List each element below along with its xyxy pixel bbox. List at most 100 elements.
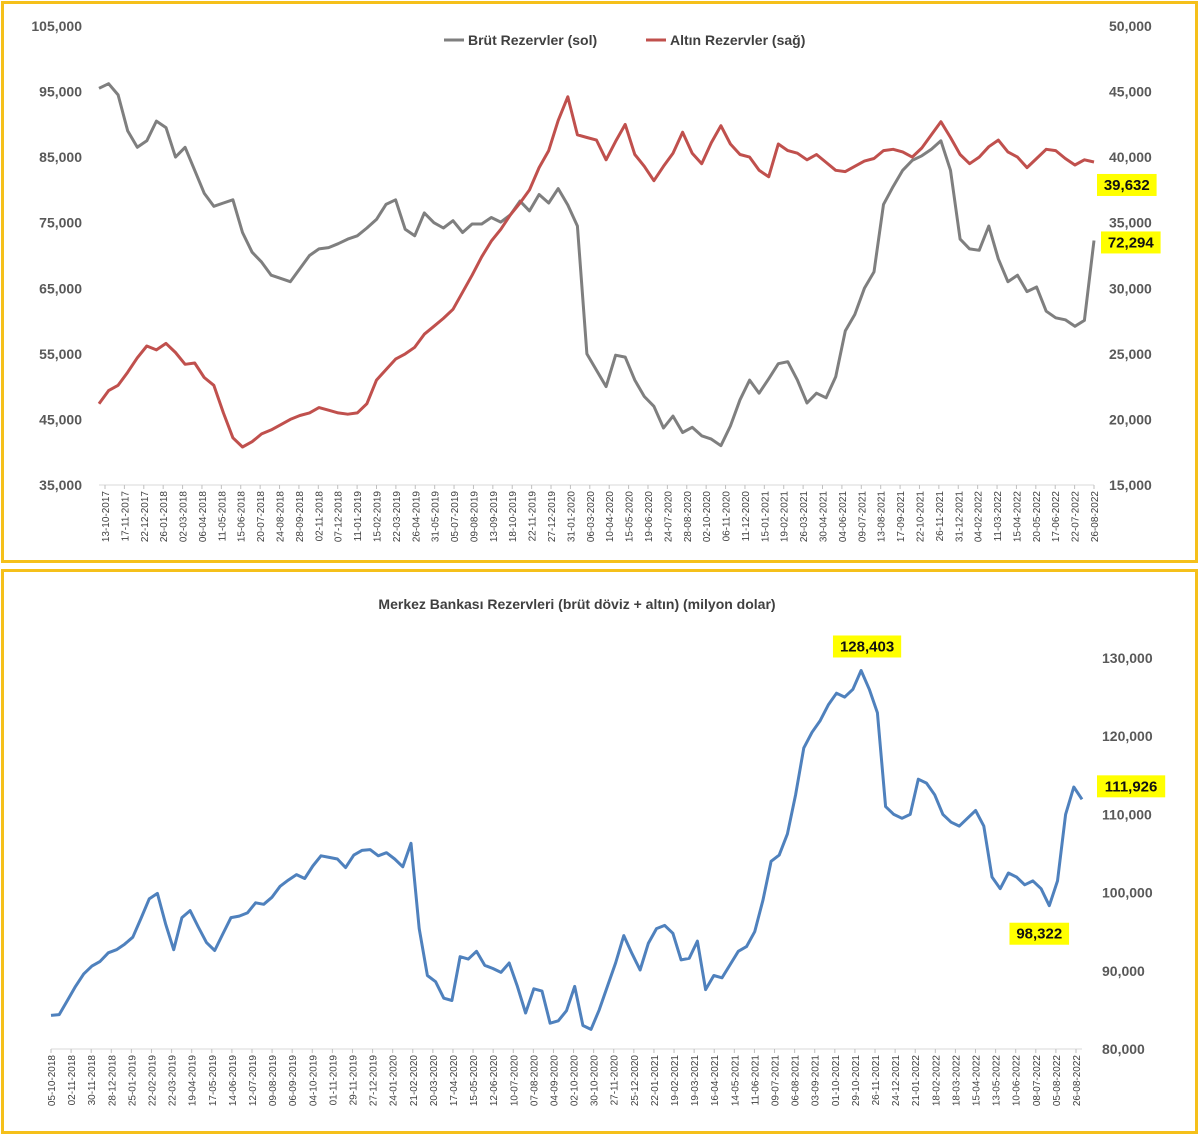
callout-gross-last-bg — [1101, 231, 1161, 254]
x-tick-label: 02-10-2020 — [570, 1055, 581, 1107]
callout-gold-last-text: 39,632 — [1104, 177, 1150, 194]
x-tick-label: 17-11-2017 — [120, 491, 131, 542]
callout-max: 128,403 — [832, 635, 902, 658]
x-tick-label: 17-06-2022 — [1051, 491, 1062, 543]
x-tick-label: 15-02-2019 — [372, 491, 383, 543]
left-y-axis: 105,000 95,000 85,000 75,000 65,000 55,000 45,… — [31, 18, 82, 493]
x-tick-label: 19-06-2020 — [644, 491, 655, 543]
x-tick-label: 30-11-2018 — [87, 1055, 98, 1106]
x-tick-label: 29-10-2021 — [851, 1055, 862, 1107]
x-tick-label: 26-04-2019 — [411, 491, 422, 543]
x-tick-label: 24-01-2020 — [389, 1055, 400, 1107]
x-tick-label: 30-04-2021 — [819, 491, 830, 543]
right-y-tick: 35,000 — [1109, 215, 1152, 231]
x-tick-label: 17-09-2021 — [896, 491, 907, 543]
x-tick-label: 20-05-2022 — [1032, 491, 1043, 543]
x-tick-label: 16-04-2021 — [710, 1055, 721, 1107]
right-y-tick: 50,000 — [1109, 18, 1152, 34]
y-tick: 110,000 — [1102, 806, 1152, 822]
x-axis: 13-10-2017 17-11-2017 22-12-2017 26-01-2018… — [99, 484, 1101, 543]
x-tick-label: 07-08-2020 — [529, 1055, 540, 1107]
x-tick-label: 01-11-2019 — [328, 1055, 339, 1106]
y-tick: 130,000 — [1102, 650, 1153, 666]
x-tick-label: 14-05-2021 — [730, 1055, 741, 1107]
x-tick-label: 17-05-2019 — [208, 1055, 219, 1107]
x-tick-label: 24-07-2020 — [663, 491, 674, 543]
x-tick-label: 18-10-2019 — [508, 491, 519, 543]
x-tick-label: 26-11-2021 — [871, 1055, 882, 1106]
callout-last: 111,926 — [1097, 775, 1166, 798]
callout-gold-last: 39,632 — [1097, 173, 1157, 196]
x-tick-label: 13-08-2021 — [877, 491, 888, 543]
x-tick-label: 05-07-2019 — [450, 491, 461, 543]
right-y-tick: 15,000 — [1109, 477, 1152, 493]
x-tick-label: 01-10-2021 — [831, 1055, 842, 1107]
x-tick-label: 11-05-2018 — [217, 491, 228, 542]
x-tick-label: 15-04-2022 — [972, 1055, 983, 1107]
x-tick-label: 22-03-2019 — [168, 1055, 179, 1107]
x-tick-label: 12-07-2019 — [248, 1055, 259, 1107]
series-line-total — [50, 669, 1084, 1031]
series-line-gold — [97, 95, 1095, 449]
right-y-tick: 30,000 — [1109, 280, 1152, 296]
left-y-tick: 105,000 — [31, 18, 82, 34]
right-y-tick: 20,000 — [1109, 411, 1152, 427]
x-tick-label: 22-03-2019 — [392, 491, 403, 543]
x-tick-label: 15-05-2020 — [625, 491, 636, 543]
y-tick: 100,000 — [1102, 885, 1153, 901]
y-tick: 120,000 — [1102, 728, 1153, 744]
left-y-tick: 35,000 — [39, 477, 82, 493]
x-tick-label: 12-06-2020 — [489, 1055, 500, 1107]
x-tick-label: 02-11-2018 — [67, 1055, 78, 1106]
bottom-chart-svg: Merkez Bankası Rezervleri (brüt döviz + … — [47, 596, 1166, 1107]
legend-label-gross: Brüt Rezervler (sol) — [468, 32, 597, 48]
x-tick-label: 04-02-2022 — [974, 491, 985, 543]
x-tick-label: 26-08-2022 — [1072, 1055, 1083, 1107]
x-tick-label: 24-12-2021 — [891, 1055, 902, 1107]
x-tick-label: 13-05-2022 — [992, 1055, 1003, 1107]
x-tick-label: 13-10-2017 — [101, 491, 112, 543]
x-tick-label: 22-12-2017 — [140, 491, 151, 543]
callout-gross-last-text: 72,294 — [1108, 234, 1155, 251]
x-tick-label: 05-10-2018 — [47, 1055, 58, 1107]
x-tick-label: 02-03-2018 — [179, 491, 190, 543]
callout-max-text: 128,403 — [840, 638, 894, 655]
x-tick-label: 26-03-2021 — [799, 491, 810, 543]
left-y-tick: 95,000 — [39, 84, 82, 100]
top-chart-svg: Brüt Rezervler (sol) Altın Rezervler (sa… — [31, 18, 1161, 543]
left-y-tick: 75,000 — [39, 215, 82, 231]
x-tick-label: 20-07-2018 — [256, 491, 267, 543]
callout-max-bg — [832, 635, 902, 658]
x-tick-label: 26-01-2018 — [159, 491, 170, 543]
x-tick-label: 28-08-2020 — [683, 491, 694, 543]
x-tick-label: 27-12-2019 — [369, 1055, 380, 1107]
callout-gross-last: 72,294 — [1101, 231, 1161, 254]
x-tick-label: 08-07-2022 — [1032, 1055, 1043, 1107]
series-line-gross — [98, 82, 1096, 448]
x-tick-label: 15-05-2020 — [469, 1055, 480, 1107]
x-tick-label: 05-08-2022 — [1052, 1055, 1063, 1107]
x-tick-label: 07-12-2018 — [334, 491, 345, 543]
x-tick-label: 31-12-2021 — [954, 491, 965, 543]
x-tick-label: 13-09-2019 — [489, 491, 500, 543]
x-tick-label: 19-02-2021 — [670, 1055, 681, 1107]
callout-min-text: 98,322 — [1016, 926, 1062, 943]
x-tick-label: 27-12-2019 — [547, 491, 558, 543]
gross-and-gold-reserves-chart: Brüt Rezervler (sol) Altın Rezervler (sa… — [1, 1, 1198, 563]
x-tick-label: 28-09-2018 — [295, 491, 306, 543]
callout-last-text: 111,926 — [1105, 778, 1158, 795]
x-tick-label: 04-09-2020 — [549, 1055, 560, 1107]
left-y-tick: 65,000 — [39, 280, 82, 296]
y-tick: 90,000 — [1102, 963, 1145, 979]
x-tick-label: 09-08-2019 — [469, 491, 480, 543]
x-tick-label: 22-10-2021 — [915, 491, 926, 543]
x-tick-label: 26-08-2022 — [1090, 491, 1101, 543]
plot-area — [50, 669, 1084, 1031]
x-tick-label: 15-01-2021 — [760, 491, 771, 543]
x-tick-label: 06-03-2020 — [586, 491, 597, 543]
x-tick-label: 10-04-2020 — [605, 491, 616, 543]
chart-title: Merkez Bankası Rezervleri (brüt döviz + … — [378, 596, 775, 612]
x-tick-label: 06-09-2019 — [288, 1055, 299, 1107]
x-tick-label: 15-06-2018 — [237, 491, 248, 543]
callout-min: 98,322 — [1009, 922, 1070, 945]
